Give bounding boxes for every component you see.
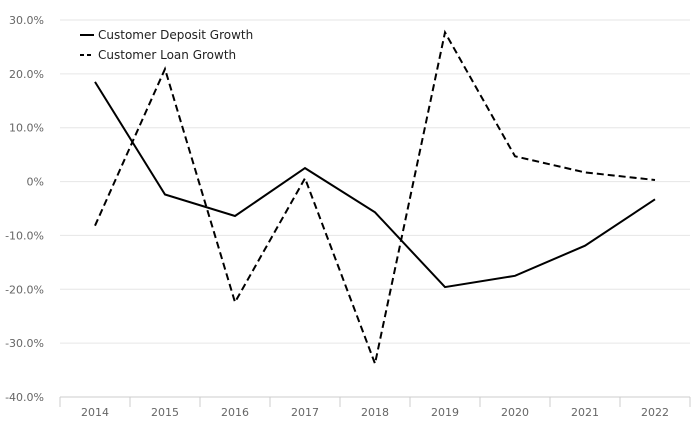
- data-point: [303, 176, 308, 181]
- data-point: [233, 214, 238, 219]
- data-point: [653, 177, 658, 182]
- data-point: [513, 273, 518, 278]
- x-tick-label: 2018: [361, 406, 389, 419]
- data-point: [443, 285, 448, 290]
- y-tick-label: 10.0%: [9, 122, 44, 135]
- data-point: [163, 192, 168, 197]
- data-point: [93, 223, 98, 228]
- data-point: [233, 300, 238, 305]
- x-tick-label: 2017: [291, 406, 319, 419]
- y-tick-label: -30.0%: [5, 337, 44, 350]
- legend-label: Customer Loan Growth: [98, 48, 236, 62]
- x-tick-label: 2020: [501, 406, 529, 419]
- y-tick-label: -20.0%: [5, 283, 44, 296]
- data-point: [653, 197, 658, 202]
- data-point: [163, 67, 168, 72]
- y-tick-label: 0%: [27, 176, 44, 189]
- data-point: [513, 154, 518, 159]
- x-tick-label: 2022: [641, 406, 669, 419]
- series-line-deposit-growth: [94, 81, 656, 289]
- series-layer: [93, 29, 658, 368]
- x-tick-label: 2019: [431, 406, 459, 419]
- axis-layer: 30.0% 20.0% 10.0% 0% -10.0% -20.0% -30.0% -40.0…: [5, 14, 691, 419]
- data-point: [373, 210, 378, 215]
- x-tick-label: 2015: [151, 406, 179, 419]
- y-tick-label: -40.0%: [5, 391, 44, 404]
- data-point: [303, 166, 308, 171]
- y-tick-label: 30.0%: [9, 14, 44, 27]
- y-tick-label: -10.0%: [5, 229, 44, 242]
- legend-label: Customer Deposit Growth: [98, 28, 253, 42]
- legend: Customer Deposit Growth Customer Loan Gro…: [80, 28, 253, 62]
- data-point: [583, 170, 588, 175]
- data-point: [373, 361, 378, 366]
- y-tick-label: 20.0%: [9, 68, 44, 81]
- data-point: [93, 79, 98, 84]
- x-tick-label: 2021: [571, 406, 599, 419]
- data-point: [583, 243, 588, 248]
- x-tick-label: 2014: [81, 406, 109, 419]
- x-tick-label: 2016: [221, 406, 249, 419]
- grid-layer: [60, 19, 690, 344]
- data-point: [443, 30, 448, 35]
